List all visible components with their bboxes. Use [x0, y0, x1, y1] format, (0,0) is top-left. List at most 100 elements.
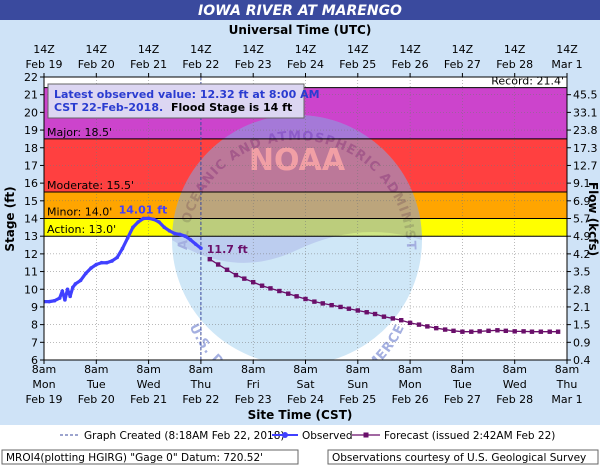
- observed-point: [141, 216, 146, 221]
- bottom-tick-label: 8am: [346, 363, 370, 376]
- band-label-minor: Minor: 14.0': [47, 206, 112, 219]
- bottom-tick-label: 8am: [502, 363, 526, 376]
- forecast-point: [320, 301, 325, 306]
- bottom-tick-label: Feb 26: [392, 393, 429, 406]
- top-tick-label: 14Z: [399, 43, 421, 56]
- observed-point: [115, 255, 120, 260]
- observed-point: [136, 220, 140, 224]
- flood-band-labels: Action: 13.0' Minor: 14.0' Moderate: 15.5'…: [47, 75, 564, 237]
- top-tick-label: 14Z: [452, 43, 474, 56]
- observed-point: [68, 294, 72, 299]
- band-label-moderate: Moderate: 15.5': [47, 179, 134, 192]
- observed-point: [193, 242, 198, 246]
- observed-point: [146, 216, 151, 221]
- bottom-tick-label: Feb 20: [78, 393, 115, 406]
- forecast-point: [512, 329, 517, 334]
- band-label-major: Major: 18.5': [47, 126, 112, 139]
- observed-point: [63, 298, 67, 302]
- forecast-point: [233, 272, 239, 278]
- bottom-tick-label: 8am: [189, 363, 213, 376]
- forecast-point: [372, 311, 378, 317]
- left-tick-label: 6: [31, 354, 38, 367]
- left-tick-label: 10: [24, 283, 38, 296]
- left-tick-label: 20: [24, 106, 38, 119]
- forecast-point: [268, 286, 273, 291]
- left-tick-label: 19: [24, 124, 38, 137]
- forecast-point: [503, 328, 509, 334]
- bottom-tick-label: 8am: [241, 363, 265, 376]
- observed-point: [157, 220, 161, 224]
- info-flood-stage-text: Flood Stage is 14 ft: [171, 101, 292, 114]
- bottom-tick-label: Feb 25: [339, 393, 376, 406]
- right-tick-label: 3.5: [573, 266, 591, 279]
- forecast-point: [521, 329, 526, 334]
- footer-datum: MROI4(plotting HGIRG) "Gage 0" Datum: 72…: [6, 452, 263, 464]
- forecast-point: [294, 294, 299, 299]
- left-tick-label: 15: [24, 195, 38, 208]
- bottom-tick-label: Tue: [86, 378, 106, 391]
- bottom-tick-label: Feb 21: [130, 393, 167, 406]
- bottom-tick-label: 8am: [450, 363, 474, 376]
- bottom-tick-label: 8am: [32, 363, 56, 376]
- right-tick-label: 0.9: [573, 336, 591, 349]
- observed-point: [84, 271, 88, 276]
- forecast-point: [555, 329, 561, 334]
- info-box: [47, 83, 305, 119]
- observed-point: [89, 266, 93, 270]
- left-tick-label: 13: [24, 230, 38, 243]
- record-label: Record: 21.4': [491, 75, 564, 88]
- forecast-point: [529, 329, 535, 334]
- observed-point: [60, 289, 65, 293]
- left-tick-label: 17: [24, 159, 38, 172]
- top-tick-label: Feb 20: [78, 58, 115, 71]
- observed-point: [73, 282, 78, 286]
- chart-title: IOWA RIVER AT MARENGO: [198, 3, 402, 19]
- forecast-point: [224, 267, 230, 272]
- legend: Graph Created (8:18AM Feb 22, 2018) Obse…: [60, 430, 555, 442]
- left-tick-label: 8: [31, 319, 38, 332]
- noaa-logo-text: NOAA: [249, 143, 346, 178]
- bottom-tick-label: Feb 22: [182, 393, 219, 406]
- legend-graph-created: Graph Created (8:18AM Feb 22, 2018): [84, 430, 284, 442]
- forecast-point: [547, 329, 552, 334]
- forecast-point: [399, 318, 404, 323]
- legend-forecast-marker: [363, 432, 369, 438]
- top-tick-label: 14Z: [86, 43, 108, 56]
- bottom-tick-label: Tue: [452, 378, 472, 391]
- observed-point: [172, 231, 177, 236]
- observed-point: [65, 287, 70, 292]
- noaa-bird-shape: [172, 115, 422, 263]
- forecast-point: [329, 302, 334, 308]
- right-tick-label: 5.7: [573, 213, 591, 226]
- forecast-point: [277, 288, 282, 294]
- top-tick-label: Feb 24: [287, 58, 324, 71]
- right-tick-label: 4.9: [573, 230, 591, 243]
- observed-point: [52, 298, 57, 303]
- right-tick-label: 9.1: [573, 177, 591, 190]
- forecast-point: [390, 316, 396, 321]
- top-tick-label: 14Z: [504, 43, 526, 56]
- peak-observed-annotation: 14.01 ft: [119, 203, 168, 216]
- observed-point: [125, 236, 130, 240]
- forecast-point: [451, 328, 456, 334]
- forecast-point: [495, 328, 500, 333]
- right-tick-label: 23.8: [573, 124, 598, 137]
- footer-credit: Observations courtesy of U.S. Geological…: [332, 452, 586, 464]
- left-tick-label: 22: [24, 71, 38, 84]
- right-tick-label: 33.1: [573, 106, 598, 119]
- left-tick-label: 12: [24, 248, 38, 261]
- bottom-tick-label: 8am: [398, 363, 422, 376]
- right-tick-label: 1.5: [573, 319, 591, 332]
- bottom-tick-label: 8am: [555, 363, 579, 376]
- observed-point: [57, 296, 62, 300]
- left-tick-label: 18: [24, 142, 38, 155]
- bottom-tick-label: Mar 1: [551, 393, 582, 406]
- top-axis-title: Universal Time (UTC): [229, 23, 372, 37]
- forecast-point: [207, 256, 212, 262]
- axes: 6 7 8 9 10 11 12 13 14 15 16 17 18 19 20 21 22 0.4 0.9 1.5 2…: [24, 43, 598, 406]
- forecast-point: [477, 329, 482, 334]
- forecast-point: [338, 304, 343, 310]
- top-tick-label: Feb 25: [339, 58, 376, 71]
- noaa-seal-circle: [172, 115, 422, 360]
- top-tick-label: 14Z: [138, 43, 160, 56]
